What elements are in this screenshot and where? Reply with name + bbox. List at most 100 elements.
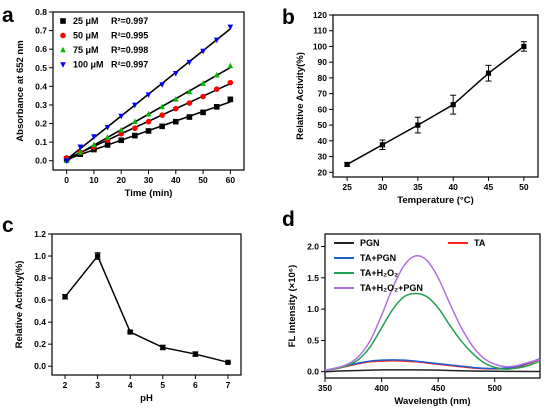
data-point bbox=[60, 62, 66, 68]
data-point bbox=[485, 70, 492, 76]
x-tick-label: 500 bbox=[488, 383, 502, 393]
plot-frame-b bbox=[332, 14, 539, 178]
x-tick-label: 30 bbox=[144, 175, 154, 185]
y-tick-label: 0.0 bbox=[307, 367, 319, 377]
y-tick-label: 0.1 bbox=[35, 137, 47, 147]
x-tick-label: 5 bbox=[160, 380, 165, 390]
x-tick-label: 6 bbox=[193, 380, 198, 390]
spectrum-line bbox=[324, 292, 541, 372]
data-point bbox=[91, 134, 97, 140]
x-tick-label: 350 bbox=[318, 383, 332, 393]
data-point bbox=[159, 123, 165, 130]
y-tick-label: 30 bbox=[318, 152, 328, 162]
data-point bbox=[227, 79, 234, 86]
legend-series-name: PGN bbox=[360, 238, 380, 248]
data-point bbox=[213, 104, 220, 110]
data-point bbox=[415, 122, 421, 128]
y-tick-label: 0.8 bbox=[34, 273, 46, 283]
y-tick-label: 1.5 bbox=[307, 273, 319, 283]
x-tick-label: 50 bbox=[519, 182, 529, 192]
data-point bbox=[91, 141, 97, 148]
data-point bbox=[132, 118, 138, 124]
y-axis-title: Relative Activity(%) bbox=[295, 52, 306, 140]
data-line bbox=[346, 45, 525, 166]
legend-series-name: TA+PGN bbox=[360, 253, 396, 263]
panel-c: 2 3 4 5 6 7 0.0 0.2 0.4 0.6 0.8 1.0 1.2 pH Relative Ac… bbox=[14, 229, 242, 404]
y-tick-label: 70 bbox=[318, 89, 328, 99]
data-point bbox=[450, 102, 456, 108]
data-point bbox=[145, 92, 152, 99]
legend-series-name: 50 μM bbox=[73, 31, 99, 41]
data-point bbox=[132, 132, 138, 139]
spectrum-line bbox=[324, 254, 541, 372]
y-tick-label: 2.0 bbox=[307, 242, 319, 252]
panel-label-c: c bbox=[2, 214, 14, 237]
data-point bbox=[172, 71, 179, 77]
data-point bbox=[200, 48, 206, 55]
y-tick-label: 0.2 bbox=[34, 339, 46, 349]
y-tick-label: 60 bbox=[318, 104, 328, 114]
data-point bbox=[200, 109, 206, 116]
x-tick-label: 40 bbox=[171, 175, 181, 185]
y-tick-label: 0.5 bbox=[307, 335, 319, 345]
data-point bbox=[159, 112, 165, 118]
plot-frame-d bbox=[324, 233, 541, 379]
y-tick-label: 0.4 bbox=[34, 317, 46, 327]
legend-r2-value: R²=0.997 bbox=[111, 60, 148, 70]
panel-label-b: b bbox=[282, 6, 295, 29]
data-point bbox=[213, 37, 220, 44]
x-axis-title: Temperature (°C) bbox=[397, 195, 473, 206]
data-point bbox=[213, 71, 220, 78]
data-point bbox=[118, 137, 125, 144]
legend-series-name: TA+H₂O₂+PGN bbox=[360, 283, 423, 293]
panel-label-a: a bbox=[2, 4, 14, 27]
x-tick-label: 30 bbox=[378, 182, 388, 192]
data-point bbox=[60, 46, 66, 53]
x-tick-label: 2 bbox=[63, 380, 68, 390]
data-point bbox=[63, 158, 70, 165]
data-point bbox=[200, 93, 206, 100]
y-axis-title: Absorbance at 652 nm bbox=[15, 40, 26, 141]
x-axis-title: Time (min) bbox=[125, 188, 173, 199]
legend-r2-value: R²=0.997 bbox=[111, 16, 148, 26]
y-axis-title: Relative Activity(%) bbox=[14, 261, 25, 349]
x-tick-label: 450 bbox=[431, 383, 445, 393]
x-tick-label: 20 bbox=[116, 175, 126, 185]
data-point bbox=[62, 294, 68, 300]
data-point bbox=[379, 142, 386, 148]
data-point bbox=[104, 124, 111, 131]
data-line bbox=[64, 254, 229, 364]
x-axis-title: Wavelength (nm) bbox=[394, 396, 470, 407]
x-tick-label: 45 bbox=[484, 182, 494, 192]
data-point bbox=[200, 80, 206, 86]
data-point bbox=[186, 59, 193, 66]
x-tick-label: 4 bbox=[128, 380, 133, 390]
y-tick-label: 90 bbox=[318, 57, 328, 67]
y-tick-label: 0.8 bbox=[35, 7, 47, 17]
x-axis-title: pH bbox=[140, 393, 153, 404]
data-point bbox=[227, 24, 234, 31]
y-tick-label: 0.2 bbox=[35, 119, 47, 129]
y-tick-label: 110 bbox=[313, 26, 327, 36]
data-point bbox=[227, 62, 234, 69]
data-point bbox=[159, 82, 165, 88]
data-point bbox=[159, 103, 165, 110]
x-tick-label: 3 bbox=[95, 380, 100, 390]
data-point bbox=[186, 114, 193, 120]
y-tick-label: 1.0 bbox=[307, 304, 319, 314]
spectrum-line bbox=[324, 369, 541, 373]
y-tick-label: 0.0 bbox=[34, 361, 46, 371]
data-point bbox=[521, 43, 527, 50]
y-tick-label: 40 bbox=[318, 136, 328, 146]
x-tick-label: 60 bbox=[226, 175, 236, 185]
data-point bbox=[172, 96, 179, 102]
data-point bbox=[132, 125, 138, 131]
data-point bbox=[192, 351, 198, 357]
x-tick-label: 25 bbox=[342, 182, 352, 192]
y-tick-label: 0.4 bbox=[35, 81, 47, 91]
legend-series-name: 25 μM bbox=[73, 16, 99, 26]
data-point bbox=[160, 344, 166, 351]
data-point bbox=[60, 32, 66, 39]
y-tick-label: 80 bbox=[318, 73, 328, 83]
